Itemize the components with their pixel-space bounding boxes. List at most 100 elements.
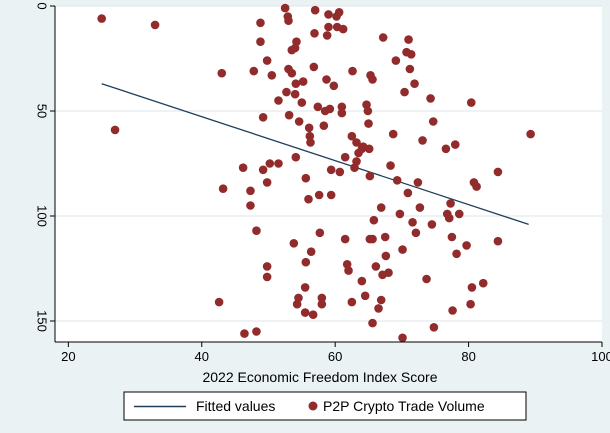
scatter-point: [526, 129, 535, 139]
scatter-point: [256, 37, 265, 46]
y-tick-label: 150: [35, 310, 50, 332]
legend: Fitted values P2P Crypto Trade Volume: [123, 391, 527, 421]
scatter-point: [322, 75, 331, 84]
scatter-point: [326, 165, 336, 175]
scatter-point: [294, 293, 303, 303]
scatter-point: [398, 245, 407, 254]
scatter-point: [386, 161, 395, 170]
legend-scatter-marker-swatch: [308, 401, 318, 411]
scatter-point: [306, 247, 316, 256]
x-tick-label: 40: [195, 349, 209, 364]
scatter-point: [291, 79, 301, 88]
scatter-point: [384, 268, 393, 278]
scatter-point: [298, 77, 308, 86]
scatter-point: [150, 20, 160, 30]
scatter-point: [246, 186, 255, 196]
scatter-point: [360, 291, 370, 301]
scatter-point: [344, 266, 353, 275]
scatter-point: [493, 236, 503, 246]
scatter-point: [347, 297, 357, 307]
scatter-point: [306, 138, 315, 147]
scatter-point: [325, 104, 335, 114]
scatter-point: [381, 251, 391, 261]
scatter-point: [305, 131, 315, 141]
scatter-point: [274, 96, 283, 105]
scatter-point: [413, 178, 423, 187]
scatter-point: [334, 8, 344, 17]
scatter-point: [395, 209, 405, 219]
scatter-points: [97, 3, 535, 343]
scatter-point: [380, 232, 390, 242]
legend-scatter-label: P2P Crypto Trade Volume: [323, 398, 485, 414]
scatter-point: [289, 239, 299, 248]
scatter-point: [324, 10, 333, 19]
scatter-point: [371, 262, 381, 271]
scatter-point: [454, 209, 464, 219]
scatter-point: [290, 89, 300, 99]
scatter-point: [467, 283, 477, 292]
scatter-point: [319, 121, 329, 130]
scatter-point: [428, 117, 438, 126]
scatter-point: [448, 306, 457, 315]
scatter-point: [418, 136, 427, 145]
x-tick-label: 20: [61, 349, 75, 364]
scatter-point: [369, 215, 379, 225]
scatter-point: [217, 68, 227, 78]
scatter-point: [337, 108, 347, 118]
scatter-point: [348, 66, 357, 76]
scatter-point: [97, 14, 106, 23]
scatter-point: [450, 140, 460, 149]
scatter-point: [452, 249, 461, 259]
scatter-point: [364, 119, 373, 128]
scatter-point: [400, 87, 409, 97]
scatter-point: [447, 232, 457, 242]
scatter-point: [368, 75, 377, 84]
scatter-point: [364, 144, 374, 154]
scatter-point: [472, 182, 481, 191]
scatter-point: [329, 81, 339, 91]
scatter-point: [262, 178, 272, 187]
legend-fitted-label: Fitted values: [196, 398, 275, 414]
scatter-point: [249, 66, 259, 76]
scatter-point: [427, 220, 437, 229]
scatter-point: [308, 310, 318, 320]
scatter-point: [374, 304, 383, 313]
scatter-point: [376, 203, 386, 212]
scatter-point: [240, 329, 249, 338]
scatter-point: [258, 113, 268, 122]
scatter-point: [252, 327, 261, 336]
scatter-point: [337, 102, 347, 112]
scatter-point: [262, 56, 272, 65]
scatter-point: [310, 29, 319, 38]
scatter-point: [340, 152, 350, 162]
scatter-point: [291, 152, 301, 162]
scatter-point: [429, 323, 439, 332]
x-axis-title: 2022 Economic Freedom Index Score: [202, 369, 437, 385]
scatter-point: [262, 272, 272, 282]
scatter-point: [446, 199, 455, 208]
scatter-point: [411, 228, 421, 238]
scatter-point: [466, 98, 476, 107]
scatter-point: [335, 167, 345, 177]
scatter-point: [309, 62, 319, 72]
scatter-point: [406, 50, 416, 59]
scatter-point: [388, 129, 398, 139]
scatter-point: [391, 56, 401, 65]
scatter-point: [284, 16, 293, 26]
scatter-point: [252, 226, 261, 235]
scatter-point: [352, 157, 361, 166]
scatter-point: [294, 117, 304, 126]
scatter-point: [326, 190, 336, 200]
scatter-point: [466, 299, 475, 309]
scatter-point: [340, 234, 350, 244]
scatter-point: [441, 144, 451, 154]
y-tick-label: 100: [35, 205, 50, 227]
scatter-point: [462, 241, 471, 250]
scatter-point: [300, 308, 310, 317]
scatter-point: [110, 125, 120, 135]
scatter-point: [422, 274, 431, 284]
scatter-point: [478, 278, 488, 288]
axes: 20 40 60 80 100 0 50 100 150: [35, 2, 610, 364]
scatter-point: [352, 138, 361, 147]
